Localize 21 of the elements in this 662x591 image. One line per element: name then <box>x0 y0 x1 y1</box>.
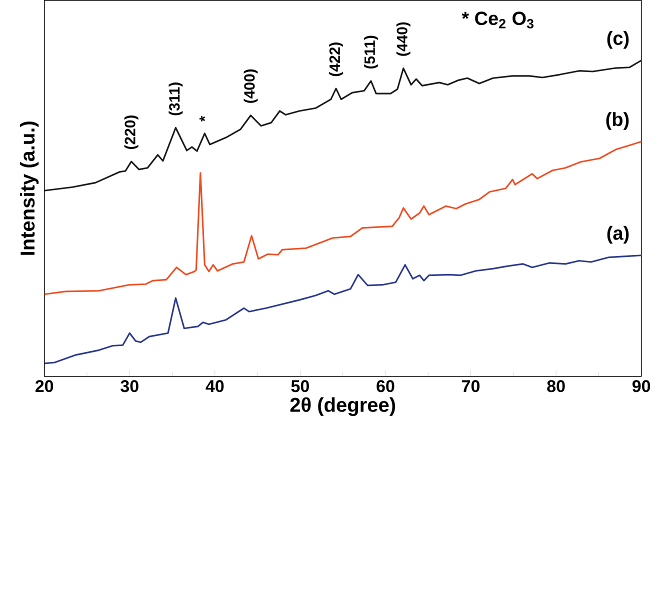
annotation: (400) <box>244 69 258 103</box>
annotation: (440) <box>396 22 410 56</box>
x-tick-label: 20 <box>35 380 54 392</box>
series-label: (c) <box>607 30 629 49</box>
x-axis-title: 2θ (degree) <box>290 397 396 416</box>
text: * Ce$_{2}$ O$_{3}$ <box>462 12 534 28</box>
annotation: (220) <box>124 115 138 149</box>
x-tick-label: 40 <box>206 380 224 392</box>
series-label: (a) <box>607 226 629 244</box>
x-tick-label: 60 <box>376 380 394 392</box>
annotation: (511) <box>364 36 378 68</box>
x-tick-label: 50 <box>291 380 309 392</box>
x-tick-label: 70 <box>462 380 480 392</box>
x-tick-label: 30 <box>120 380 138 392</box>
y-axis-title: Intensity (a.u.) <box>20 121 39 255</box>
x-tick-label: 80 <box>547 380 565 392</box>
annotation: (422) <box>329 42 344 76</box>
series-label: (b) <box>606 112 629 130</box>
annotation: (311) <box>168 82 183 116</box>
annotation: * <box>200 116 206 122</box>
x-tick-label: 90 <box>632 380 650 392</box>
